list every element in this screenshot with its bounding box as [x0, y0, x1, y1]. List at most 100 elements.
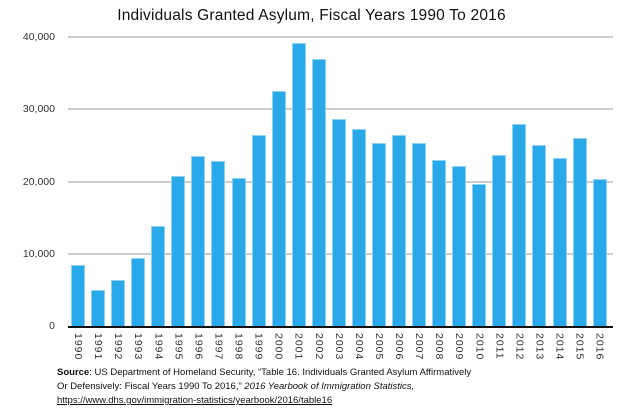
- bar-column-1993: 1993: [131, 37, 146, 360]
- x-tick-label-2003: 2003: [332, 333, 345, 361]
- source-label: Source: [57, 367, 90, 378]
- x-tick-label-2001: 2001: [292, 333, 305, 361]
- bar-column-1996: 1996: [191, 37, 206, 360]
- bar-2005: [371, 143, 386, 326]
- x-tick-label-1996: 1996: [192, 333, 205, 361]
- x-tick-label-2012: 2012: [513, 333, 526, 361]
- bar-column-1999: 1999: [251, 37, 266, 360]
- x-tick-label-2000: 2000: [272, 333, 285, 361]
- bar-2015: [572, 138, 587, 326]
- bar-2003: [331, 118, 346, 326]
- bar-1997: [211, 160, 226, 326]
- bar-column-2005: 2005: [371, 37, 386, 360]
- x-tick-label-1999: 1999: [252, 333, 265, 361]
- source-citation-italic: 2016 Yearbook of Immigration Statistics,: [244, 381, 415, 392]
- x-tick-label-1991: 1991: [92, 333, 105, 361]
- bar-column-2016: 2016: [592, 37, 607, 360]
- bar-column-2014: 2014: [552, 37, 567, 360]
- x-tick-label-1994: 1994: [152, 333, 165, 361]
- plot-area: 40,000 30,000 20,000 10,000 0 1990 1991 1992 199…: [23, 31, 613, 360]
- bar-column-2007: 2007: [412, 37, 427, 360]
- bar-2011: [492, 154, 507, 326]
- x-tick-label-1990: 1990: [72, 333, 84, 361]
- x-tick-label-1995: 1995: [172, 333, 185, 361]
- source-text-2: Or Defensively: Fiscal Years 1990 To 201…: [57, 381, 245, 392]
- bar-column-2015: 2015: [572, 37, 587, 360]
- bar-column-2011: 2011: [492, 37, 507, 360]
- x-tick-label-2014: 2014: [553, 333, 566, 361]
- x-tick-label-1998: 1998: [232, 333, 245, 361]
- bar-1991: [91, 289, 106, 326]
- x-tick-label-1997: 1997: [212, 333, 225, 361]
- bar-column-1994: 1994: [151, 37, 166, 360]
- bar-2012: [512, 123, 527, 326]
- gridline-30000: [68, 108, 613, 111]
- bar-2006: [392, 135, 406, 326]
- bar-column-2010: 2010: [472, 37, 487, 360]
- bar-column-1992: 1992: [111, 37, 126, 360]
- x-tick-label-2007: 2007: [413, 333, 426, 361]
- bar-column-1990: 1990: [71, 37, 85, 360]
- bar-2009: [452, 165, 467, 326]
- x-tick-label-2006: 2006: [393, 333, 405, 361]
- y-tick-label-30000: 30,000: [22, 103, 55, 116]
- x-tick-label-2013: 2013: [533, 333, 546, 361]
- source-line-1: Source: US Department of Homeland Securi…: [57, 366, 597, 380]
- x-tick-label-2011: 2011: [493, 333, 506, 360]
- bar-column-1997: 1997: [211, 37, 226, 360]
- y-tick-label-40000: 40,000: [22, 31, 55, 43]
- bar-2016: [592, 178, 607, 326]
- bar-column-1998: 1998: [231, 37, 246, 360]
- x-tick-label-2004: 2004: [352, 333, 365, 361]
- source-text-1: : US Department of Homeland Security, “T…: [89, 367, 472, 378]
- bar-1994: [151, 226, 166, 326]
- bar-2013: [532, 145, 547, 326]
- y-tick-label-10000: 10,000: [22, 247, 55, 260]
- source-note: Source: US Department of Homeland Securi…: [57, 366, 597, 408]
- bar-column-2013: 2013: [532, 37, 547, 360]
- bar-2010: [472, 184, 487, 326]
- bar-2008: [432, 159, 447, 326]
- bar-column-2003: 2003: [331, 37, 346, 360]
- source-line-2: Or Defensively: Fiscal Years 1990 To 201…: [57, 380, 597, 394]
- bar-2004: [351, 128, 366, 326]
- bar-column-2004: 2004: [351, 37, 366, 360]
- bar-1999: [251, 134, 266, 326]
- gridline-40000: [68, 36, 613, 38]
- x-tick-label-2015: 2015: [573, 333, 586, 361]
- bar-column-1995: 1995: [171, 37, 186, 360]
- bars-container: 1990 1991 1992 1993 1994 1995 1996 1997 1998 1999…: [68, 37, 613, 360]
- y-tick-label-0: 0: [49, 320, 55, 332]
- bar-column-1991: 1991: [91, 37, 106, 360]
- bar-1995: [171, 176, 186, 326]
- x-axis-line: [68, 326, 613, 328]
- bar-1996: [191, 156, 206, 326]
- bar-1992: [111, 280, 126, 326]
- bar-column-2006: 2006: [392, 37, 406, 360]
- bar-column-2012: 2012: [512, 37, 527, 360]
- source-line-3: https://www.dhs.gov/immigration-statisti…: [57, 394, 597, 408]
- x-tick-label-1992: 1992: [112, 333, 125, 361]
- bar-column-2009: 2009: [452, 37, 467, 360]
- bar-column-2008: 2008: [432, 37, 447, 360]
- y-tick-label-20000: 20,000: [22, 175, 55, 188]
- bar-2002: [311, 59, 326, 326]
- x-tick-label-2010: 2010: [473, 333, 486, 361]
- bar-1993: [131, 257, 146, 326]
- source-url-link[interactable]: https://www.dhs.gov/immigration-statisti…: [57, 395, 333, 406]
- bar-1998: [231, 177, 246, 326]
- bar-2000: [271, 91, 286, 326]
- bar-2007: [412, 143, 427, 326]
- x-tick-label-1993: 1993: [132, 333, 145, 361]
- bar-2014: [552, 157, 567, 326]
- bar-column-2002: 2002: [311, 37, 326, 360]
- bar-2001: [291, 42, 306, 326]
- chart-title: Individuals Granted Asylum, Fiscal Years…: [117, 7, 506, 24]
- x-tick-label-2009: 2009: [453, 333, 466, 361]
- bar-column-2001: 2001: [291, 37, 306, 360]
- x-tick-label-2005: 2005: [372, 333, 385, 361]
- bar-1990: [71, 264, 85, 326]
- bar-column-2000: 2000: [271, 37, 286, 360]
- x-tick-label-2016: 2016: [593, 333, 606, 361]
- x-tick-label-2002: 2002: [312, 333, 325, 361]
